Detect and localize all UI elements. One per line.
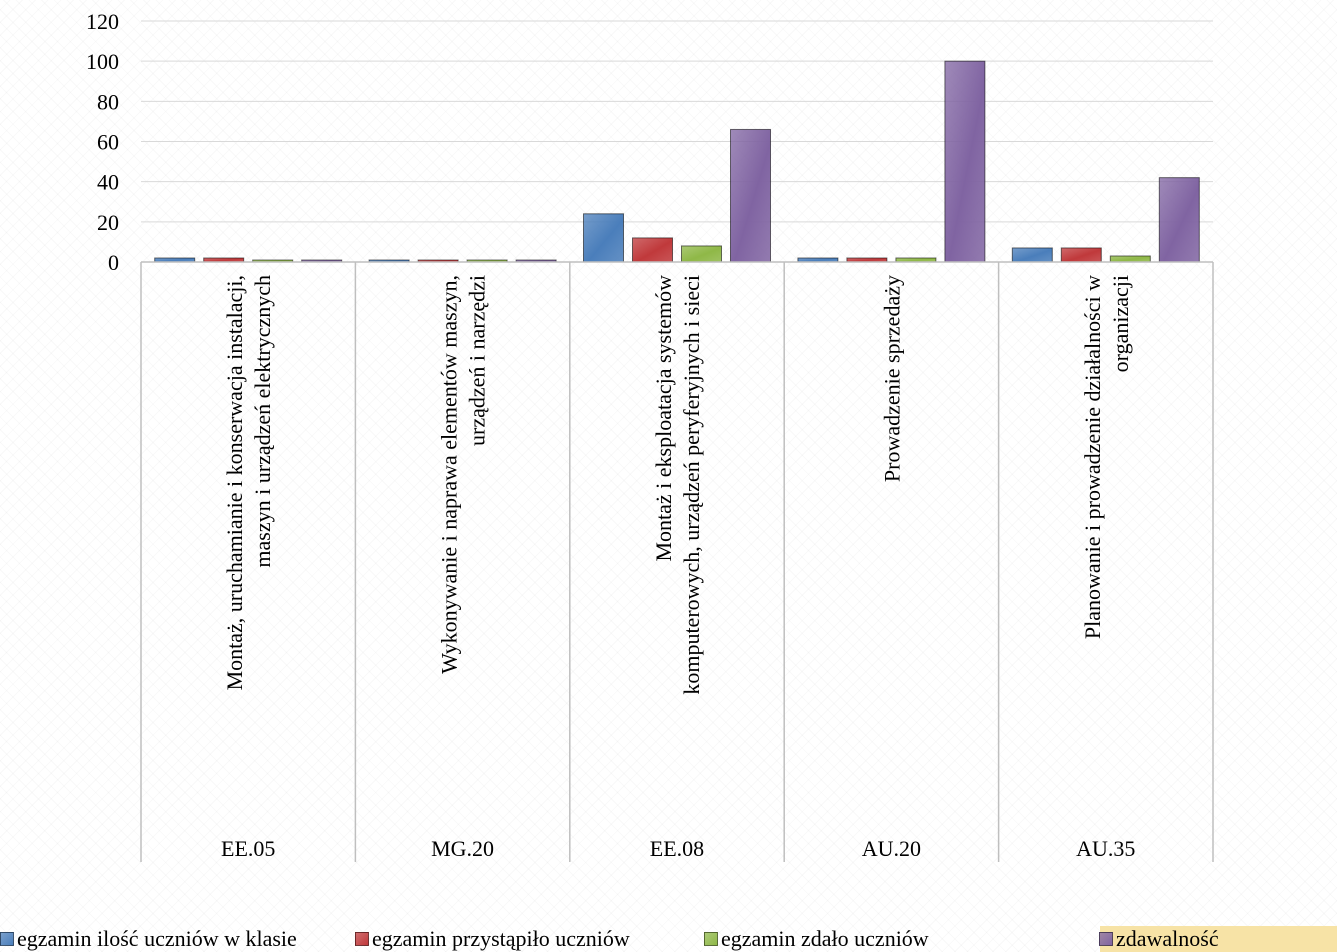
legend-swatch: [0, 932, 14, 946]
legend-label: egzamin zdało uczniów: [721, 926, 929, 951]
x-axis: [140, 261, 1214, 862]
legend-label: zdawalność: [1116, 926, 1219, 951]
category-description-line: Planowanie i prowadzenie działalności w: [1080, 275, 1105, 639]
bar: [583, 213, 624, 263]
gridlines: [141, 20, 1213, 263]
bar: [1158, 177, 1200, 263]
y-tick-label: 20: [97, 210, 119, 235]
bar: [944, 60, 986, 263]
category-code-label: MG.20: [431, 836, 494, 861]
category-code-label: EE.05: [221, 836, 275, 861]
y-axis-ticks: 0 20 40 60 80 100 120: [86, 9, 119, 275]
category-description-line: Montaż, uruchamianie i konserwacja insta…: [222, 275, 247, 690]
legend-label: egzamin ilość uczniów w klasie: [17, 926, 297, 951]
legend-highlight: [1100, 926, 1337, 952]
bar: [681, 245, 722, 263]
category-description-line: komputerowych, urządzeń peryferyjnych i …: [679, 275, 704, 695]
category-code-label: AU.20: [862, 836, 921, 861]
category-description-line: Prowadzenie sprzedaży: [879, 275, 904, 482]
category-description-line: Wykonywanie i naprawa elementów maszyn,: [437, 275, 462, 674]
bars: [154, 60, 1200, 263]
category-description-line: Montaż i eksploatacja systemów: [651, 275, 676, 562]
y-tick-label: 120: [86, 9, 119, 34]
y-tick-label: 0: [108, 250, 119, 275]
legend-swatch: [704, 932, 718, 946]
y-tick-label: 100: [86, 49, 119, 74]
legend-item: egzamin zdało uczniów: [704, 926, 929, 952]
category-code-label: AU.35: [1076, 836, 1135, 861]
category-description-line: urządzeń i narzędzi: [465, 275, 490, 446]
legend-item: egzamin ilość uczniów w klasie: [0, 926, 297, 952]
bar: [1060, 247, 1102, 263]
legend-item: egzamin przystąpiło uczniów: [355, 926, 630, 952]
y-tick-label: 40: [97, 170, 119, 195]
legend-swatch: [1099, 932, 1113, 946]
y-tick-label: 80: [97, 89, 119, 114]
legend-label: egzamin przystąpiło uczniów: [372, 926, 630, 951]
y-tick-label: 60: [97, 130, 119, 155]
bar: [632, 237, 673, 263]
category-description-line: organizacji: [1108, 275, 1133, 372]
bar: [730, 128, 771, 263]
bar: [1109, 255, 1151, 263]
category-labels: Montaż, uruchamianie i konserwacja insta…: [221, 275, 1135, 861]
bar: [1011, 247, 1053, 263]
category-code-label: EE.08: [650, 836, 704, 861]
legend-swatch: [355, 932, 369, 946]
legend: egzamin ilość uczniów w klasie egzamin pr…: [0, 926, 1337, 952]
category-description-line: maszyn i urządzeń elektrycznych: [250, 275, 275, 568]
legend-item: zdawalność: [1099, 926, 1219, 952]
